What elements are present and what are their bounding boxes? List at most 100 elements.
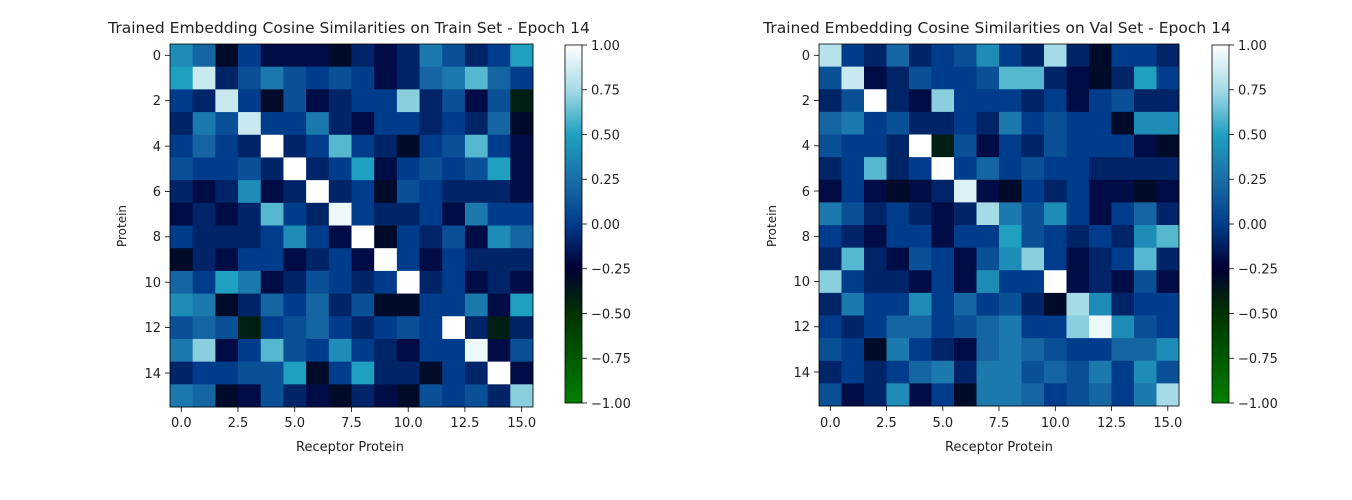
heatmap-cell (886, 44, 910, 68)
heatmap-cell (464, 44, 489, 68)
heatmap-cell (819, 225, 842, 249)
heatmap-cell (1044, 66, 1067, 90)
heatmap-cell (819, 338, 842, 362)
heatmap-cell (396, 248, 420, 272)
heatmap-cell (1156, 247, 1180, 271)
heatmap-cell (1111, 225, 1135, 249)
heatmap-cell (328, 112, 352, 136)
heatmap-cell (192, 270, 216, 294)
heatmap-cell (283, 157, 307, 181)
heatmap-cell (283, 270, 307, 294)
heatmap-cell (1089, 134, 1112, 158)
heatmap-cell (1111, 383, 1135, 407)
heatmap-cell (909, 270, 932, 294)
heatmap-cell (374, 157, 398, 181)
heatmap-cell (396, 180, 420, 204)
heatmap-cell (864, 157, 887, 181)
heatmap-cell (1134, 89, 1157, 113)
heatmap-cell (510, 202, 534, 226)
heatmap-cell (1156, 292, 1180, 316)
heatmap-cell (170, 316, 194, 340)
y-axis-label: Protein (765, 205, 779, 247)
heatmap-cell (931, 134, 955, 158)
heatmap-cell (215, 66, 239, 90)
heatmap-cell (238, 270, 262, 294)
heatmap-cell (999, 157, 1022, 181)
heatmap-cell (464, 180, 489, 204)
heatmap-cell (464, 338, 489, 363)
heatmap-cell (909, 111, 932, 135)
heatmap-cell (976, 89, 1000, 113)
heatmap-cell (1111, 157, 1135, 181)
heatmap-cell (886, 383, 910, 407)
heatmap-cell (864, 66, 887, 90)
heatmap-cell (374, 316, 398, 340)
heatmap-cell (306, 338, 330, 363)
heatmap-cell (954, 315, 977, 339)
heatmap-cell (306, 248, 330, 272)
y-tick-label: 10 (144, 276, 161, 291)
heatmap-cell (819, 270, 842, 294)
heatmap-cell (1066, 360, 1090, 384)
heatmap-cell (170, 180, 194, 204)
heatmap-cell (283, 66, 307, 90)
heatmap-cell (841, 247, 865, 271)
colorbar-tick-label: −1.00 (1238, 397, 1278, 412)
heatmap-cell (396, 316, 420, 340)
heatmap-cell (192, 225, 216, 249)
heatmap-cell (238, 157, 262, 181)
heatmap-cell (351, 202, 375, 226)
heatmap-cell (442, 293, 466, 317)
heatmap-cell (419, 248, 443, 272)
heatmap-cell (999, 315, 1022, 339)
heatmap-cell (215, 202, 239, 226)
heatmap-cell (351, 248, 375, 272)
heatmap-cell (374, 361, 398, 385)
heatmap-cell (215, 89, 239, 113)
heatmap-cell (238, 316, 262, 340)
heatmap-cell (909, 157, 932, 181)
heatmap-cell (487, 44, 511, 68)
heatmap-cell (841, 202, 865, 226)
heatmap-cell (442, 202, 466, 226)
heatmap-cell (1066, 66, 1090, 90)
heatmap-cell (192, 293, 216, 317)
heatmap-cell (442, 248, 466, 272)
heatmap-cell (819, 360, 842, 384)
heatmap-cell (510, 66, 534, 90)
heatmap-cell (487, 180, 511, 204)
heatmap-cell (328, 134, 352, 158)
heatmap-cell (351, 316, 375, 340)
heatmap-cell (864, 44, 887, 68)
heatmap-cell (419, 89, 443, 113)
heatmap-cell (260, 361, 284, 385)
heatmap-cell (1021, 111, 1045, 135)
heatmap-cell (1134, 247, 1157, 271)
heatmap-cell (909, 134, 932, 158)
heatmap-cell (1066, 383, 1090, 407)
heatmap-cell (864, 179, 887, 203)
heatmap-cell (283, 180, 307, 204)
heatmap-cell (328, 384, 352, 408)
heatmap-cell (374, 44, 398, 68)
heatmap-cell (1134, 157, 1157, 181)
heatmap-cell (999, 383, 1022, 407)
heatmap-cell (1066, 89, 1090, 113)
heatmap-cell (999, 225, 1022, 249)
heatmap-cell (170, 66, 194, 90)
heatmap-cell (931, 179, 955, 203)
heatmap-cell (238, 89, 262, 113)
heatmap-cell (396, 338, 420, 363)
heatmap-cell (1156, 338, 1180, 362)
heatmap-cell (192, 89, 216, 113)
heatmap-cell (1021, 383, 1045, 407)
heatmap-cell (351, 338, 375, 363)
heatmap-cell (1134, 383, 1157, 407)
heatmap-cell (306, 180, 330, 204)
heatmap-cell (1134, 315, 1157, 339)
heatmap-cell (215, 225, 239, 249)
heatmap-cell (1044, 360, 1067, 384)
heatmap-cell (976, 179, 1000, 203)
heatmap-cell (819, 157, 842, 181)
heatmap-cell (976, 134, 1000, 158)
